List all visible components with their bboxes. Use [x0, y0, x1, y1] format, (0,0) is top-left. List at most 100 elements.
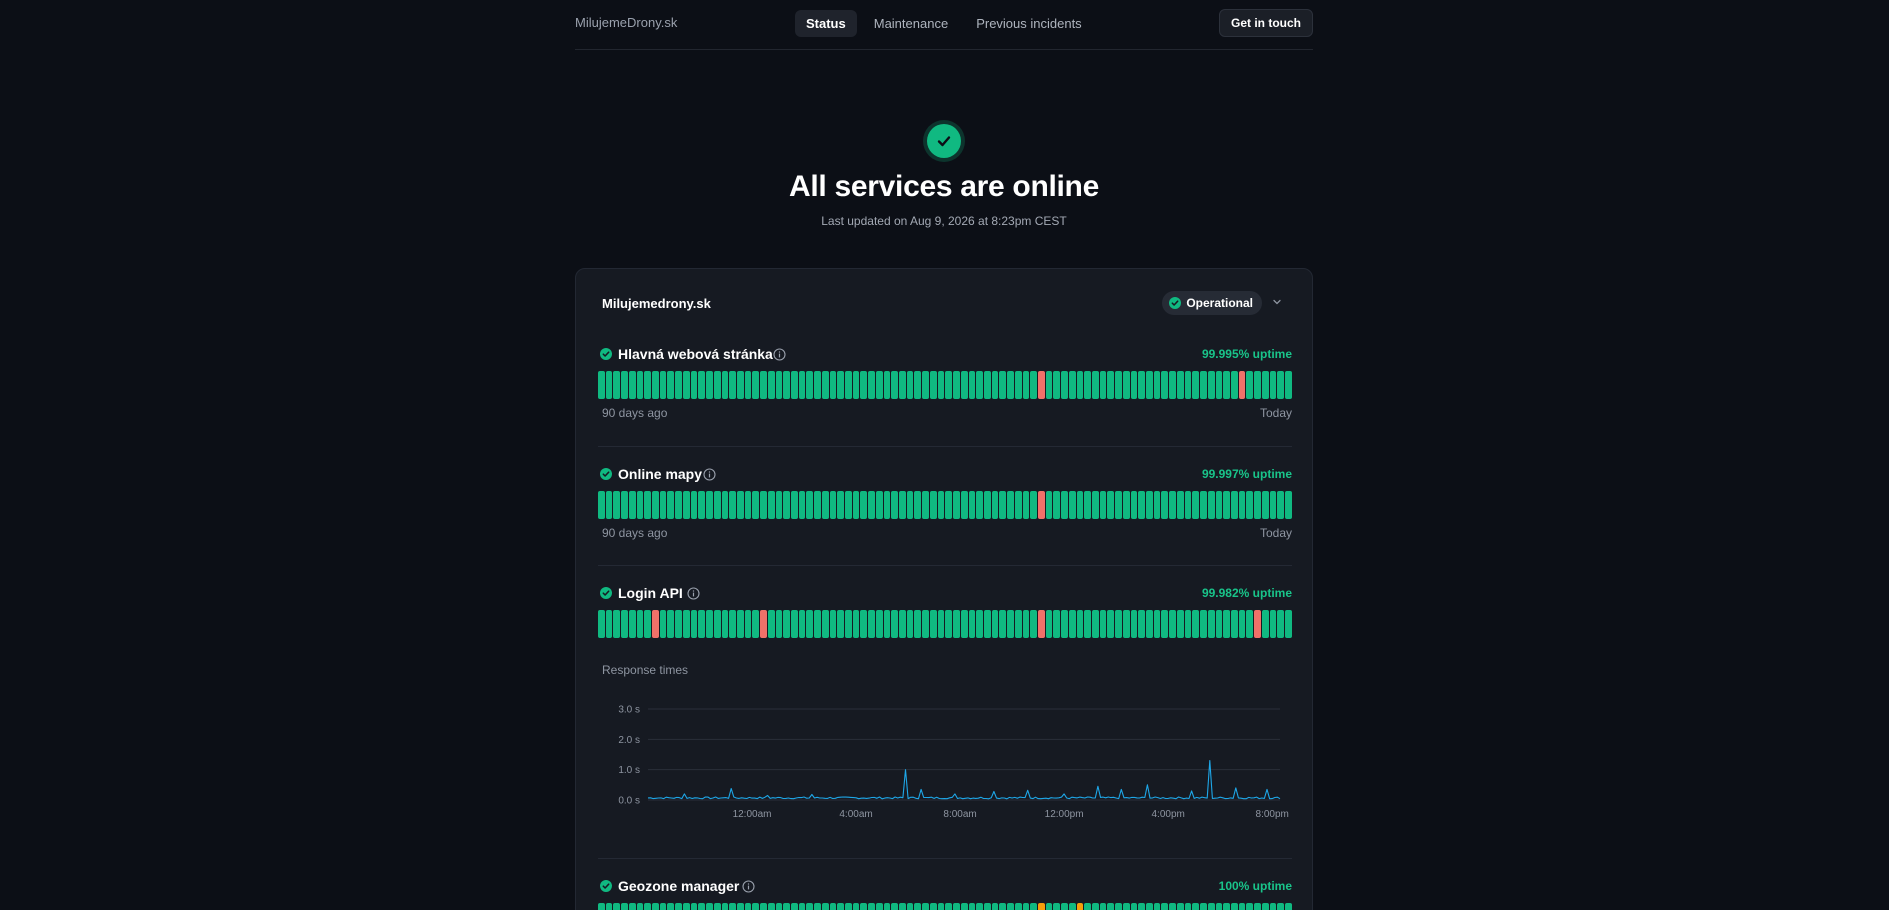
uptime-day-bar[interactable]: [713, 610, 721, 638]
uptime-day-bar[interactable]: [937, 491, 945, 519]
uptime-day-bar[interactable]: [1099, 610, 1107, 638]
uptime-day-bar[interactable]: [1269, 491, 1277, 519]
uptime-day-bar[interactable]: [783, 610, 790, 638]
uptime-day-bar[interactable]: [1092, 491, 1099, 519]
uptime-day-bar[interactable]: [1122, 610, 1130, 638]
uptime-day-bar[interactable]: [652, 610, 659, 638]
info-icon[interactable]: [687, 587, 700, 600]
uptime-day-bar[interactable]: [1161, 491, 1169, 519]
uptime-day-bar[interactable]: [1169, 903, 1176, 910]
uptime-day-bar[interactable]: [1176, 903, 1184, 910]
uptime-day-bar[interactable]: [837, 371, 844, 399]
info-icon[interactable]: [742, 880, 755, 893]
uptime-day-bar[interactable]: [845, 903, 852, 910]
uptime-day-bar[interactable]: [783, 903, 790, 910]
uptime-day-bar[interactable]: [790, 371, 798, 399]
tab-status[interactable]: Status: [795, 10, 857, 37]
uptime-day-bar[interactable]: [1176, 610, 1184, 638]
uptime-day-bar[interactable]: [1130, 610, 1138, 638]
uptime-day-bar[interactable]: [675, 610, 682, 638]
uptime-day-bar[interactable]: [667, 371, 675, 399]
uptime-day-bar[interactable]: [690, 610, 698, 638]
uptime-day-bar[interactable]: [721, 491, 729, 519]
uptime-day-bar[interactable]: [906, 491, 914, 519]
uptime-day-bar[interactable]: [1192, 903, 1200, 910]
uptime-day-bar[interactable]: [698, 610, 706, 638]
uptime-day-bar[interactable]: [1092, 371, 1099, 399]
uptime-day-bar[interactable]: [1107, 491, 1115, 519]
uptime-day-bar[interactable]: [1254, 491, 1261, 519]
uptime-day-bar[interactable]: [976, 491, 983, 519]
uptime-day-bar[interactable]: [1115, 903, 1122, 910]
uptime-day-bar[interactable]: [1107, 903, 1115, 910]
uptime-day-bar[interactable]: [960, 903, 968, 910]
uptime-day-bar[interactable]: [1284, 610, 1292, 638]
uptime-day-bar[interactable]: [899, 903, 906, 910]
uptime-day-bar[interactable]: [814, 903, 821, 910]
uptime-day-bar[interactable]: [752, 491, 760, 519]
uptime-day-bar[interactable]: [1107, 610, 1115, 638]
uptime-day-bar[interactable]: [1230, 371, 1238, 399]
uptime-day-bar[interactable]: [1122, 371, 1130, 399]
uptime-day-bar[interactable]: [999, 371, 1007, 399]
uptime-day-bar[interactable]: [752, 610, 760, 638]
uptime-day-bar[interactable]: [814, 491, 821, 519]
uptime-day-bar[interactable]: [960, 371, 968, 399]
uptime-day-bar[interactable]: [1122, 903, 1130, 910]
uptime-day-bar[interactable]: [906, 903, 914, 910]
uptime-day-bar[interactable]: [775, 371, 783, 399]
uptime-day-bar[interactable]: [1254, 371, 1261, 399]
uptime-day-bar[interactable]: [875, 903, 883, 910]
uptime-day-bar[interactable]: [1014, 610, 1022, 638]
uptime-day-bar[interactable]: [829, 610, 837, 638]
uptime-day-bar[interactable]: [983, 371, 991, 399]
uptime-day-bar[interactable]: [883, 903, 891, 910]
uptime-day-bar[interactable]: [1230, 491, 1238, 519]
uptime-day-bar[interactable]: [1192, 371, 1200, 399]
uptime-day-bar[interactable]: [875, 371, 883, 399]
uptime-day-bar[interactable]: [1037, 491, 1045, 519]
uptime-day-bar[interactable]: [983, 610, 991, 638]
uptime-day-bar[interactable]: [852, 903, 860, 910]
uptime-day-bar[interactable]: [1277, 903, 1284, 910]
uptime-day-bar[interactable]: [821, 903, 829, 910]
uptime-day-bar[interactable]: [659, 491, 667, 519]
uptime-day-bar[interactable]: [613, 371, 621, 399]
uptime-day-bar[interactable]: [644, 610, 652, 638]
uptime-day-bar[interactable]: [1099, 903, 1107, 910]
uptime-day-bar[interactable]: [945, 903, 953, 910]
uptime-day-bar[interactable]: [652, 903, 659, 910]
uptime-day-bar[interactable]: [598, 610, 605, 638]
uptime-day-bar[interactable]: [1099, 371, 1107, 399]
uptime-day-bar[interactable]: [621, 371, 628, 399]
uptime-day-bar[interactable]: [1277, 371, 1284, 399]
uptime-day-bar[interactable]: [953, 371, 960, 399]
uptime-day-bar[interactable]: [659, 610, 667, 638]
uptime-day-bar[interactable]: [991, 491, 999, 519]
uptime-day-bar[interactable]: [1014, 371, 1022, 399]
uptime-day-bar[interactable]: [1076, 610, 1084, 638]
uptime-day-bar[interactable]: [821, 371, 829, 399]
uptime-day-bar[interactable]: [1238, 491, 1246, 519]
uptime-day-bar[interactable]: [860, 491, 868, 519]
uptime-day-bar[interactable]: [1007, 610, 1014, 638]
uptime-day-bar[interactable]: [922, 610, 929, 638]
uptime-day-bar[interactable]: [621, 903, 628, 910]
uptime-day-bar[interactable]: [644, 903, 652, 910]
uptime-day-bar[interactable]: [914, 610, 922, 638]
uptime-day-bar[interactable]: [929, 371, 937, 399]
uptime-day-bar[interactable]: [1045, 610, 1053, 638]
uptime-day-bar[interactable]: [1022, 610, 1030, 638]
uptime-day-bar[interactable]: [1169, 610, 1176, 638]
uptime-day-bar[interactable]: [1115, 491, 1122, 519]
uptime-day-bar[interactable]: [636, 903, 644, 910]
uptime-day-bar[interactable]: [760, 610, 767, 638]
uptime-day-bar[interactable]: [798, 610, 806, 638]
uptime-day-bar[interactable]: [636, 371, 644, 399]
uptime-day-bar[interactable]: [628, 371, 636, 399]
uptime-day-bar[interactable]: [752, 903, 760, 910]
uptime-day-bar[interactable]: [1099, 491, 1107, 519]
uptime-day-bar[interactable]: [713, 371, 721, 399]
uptime-day-bar[interactable]: [1215, 610, 1223, 638]
uptime-day-bar[interactable]: [1207, 491, 1215, 519]
